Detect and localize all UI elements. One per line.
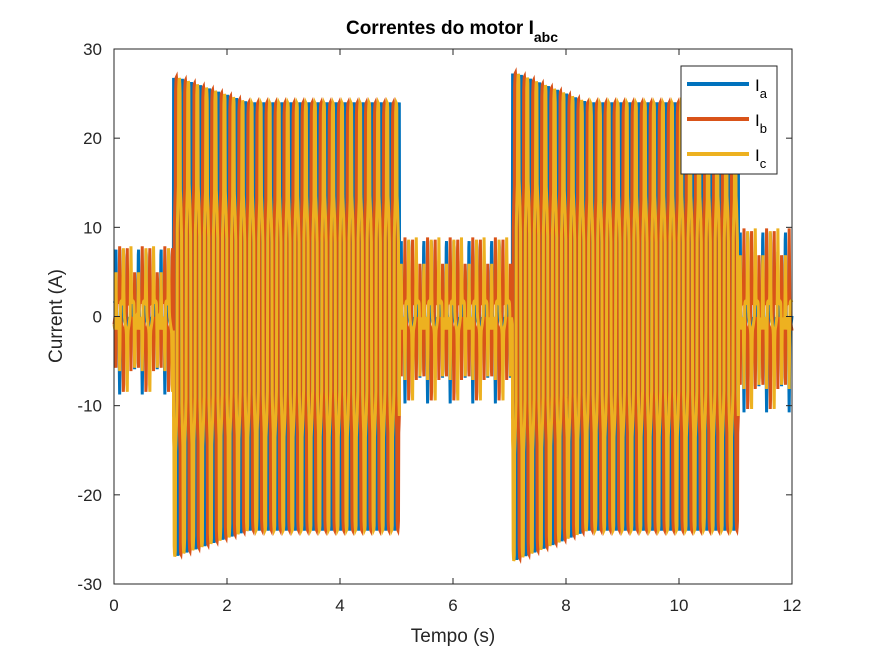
x-tick-label: 10 <box>670 596 689 615</box>
y-tick-label: -20 <box>77 486 102 505</box>
x-tick-label: 8 <box>561 596 570 615</box>
y-tick-label: 20 <box>83 129 102 148</box>
y-tick-label: -10 <box>77 397 102 416</box>
y-tick-label: 30 <box>83 40 102 59</box>
y-tick-label: 10 <box>83 218 102 237</box>
x-axis-label: Tempo (s) <box>411 626 495 647</box>
x-tick-label: 0 <box>109 596 118 615</box>
x-tick-label: 4 <box>335 596 344 615</box>
legend: Ia Ib Ic <box>680 65 778 175</box>
plot-lines <box>112 67 794 565</box>
x-tick-label: 12 <box>783 596 802 615</box>
chart-title: Correntes do motor Iabc <box>346 18 558 45</box>
legend-label: Ia <box>755 76 768 101</box>
y-tick-label: -30 <box>77 575 102 594</box>
y-tick-label: 0 <box>93 308 102 327</box>
axis-ticks: 0 2 4 6 8 10 12 -30 -20 -10 0 10 20 30 <box>77 40 801 615</box>
series-line-ia <box>112 73 794 561</box>
y-axis-label: Current (A) <box>46 269 67 363</box>
x-tick-label: 6 <box>448 596 457 615</box>
x-tick-label: 2 <box>222 596 231 615</box>
legend-label: Ic <box>755 146 767 171</box>
series-line-ic <box>112 73 794 562</box>
legend-label: Ib <box>755 111 767 136</box>
